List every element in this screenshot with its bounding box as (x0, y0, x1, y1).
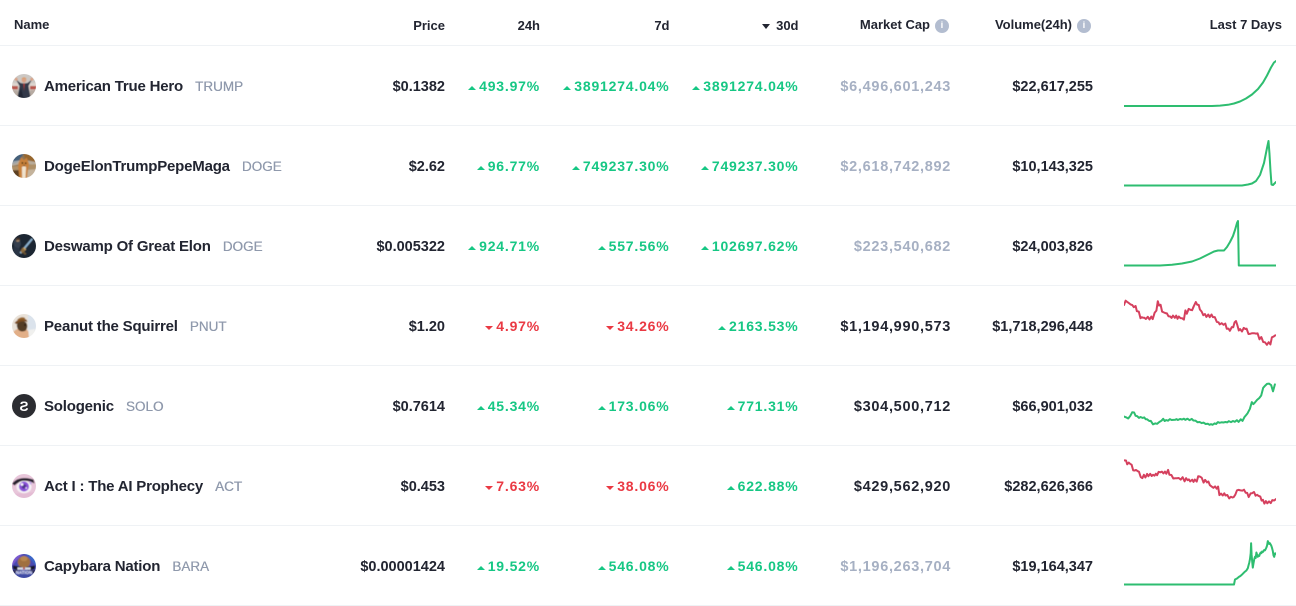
svg-text:NATION: NATION (16, 570, 32, 575)
svg-text:S: S (19, 398, 28, 413)
